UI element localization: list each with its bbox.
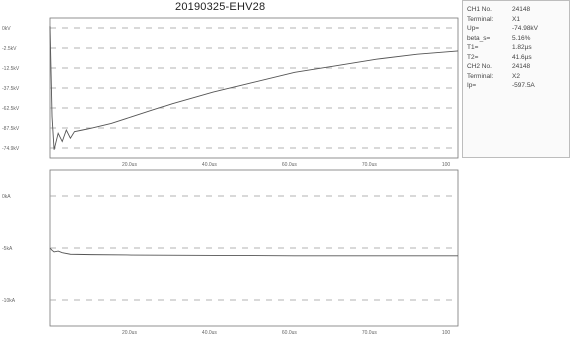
series-line-0 <box>49 26 459 150</box>
panel-label: Terminal: <box>467 72 494 80</box>
y-tick-label: -62.5kV <box>2 106 20 112</box>
panel-value: 5.16% <box>512 34 531 42</box>
x-tick-label: 100 <box>442 162 451 168</box>
panel-value: X1 <box>512 15 520 23</box>
panel-label: T1= <box>467 44 479 51</box>
panel-value: 24148 <box>512 6 531 13</box>
x-tick-label: 20.0us <box>122 162 138 168</box>
x-tick-label: 70.0us <box>362 330 378 336</box>
panel-value: 41.6µs <box>512 53 532 61</box>
y-tick-label: -2.5kV <box>2 46 17 52</box>
x-tick-label: 20.0us <box>122 330 138 336</box>
panel-label: Terminal: <box>467 15 494 23</box>
y-tick-label: 0kA <box>2 194 11 200</box>
panel-value: X2 <box>512 72 520 80</box>
panel-label: Up= <box>467 25 480 32</box>
panel-label: T2= <box>467 53 479 61</box>
y-tick-label: -12.5kV <box>2 66 20 72</box>
panel-value: 24148 <box>512 63 531 70</box>
voltage-chart: 0kV -2.5kV -12.5kV -37.5kV -62.5kV -87.5kV -74… <box>2 17 459 168</box>
y-tick-label: -5kA <box>2 246 13 252</box>
panel-value: -74.98kV <box>512 25 539 32</box>
current-chart: 0kA -5kA -10kA 20.0us 40.0us 60.0us 70.0us 100 <box>2 169 459 336</box>
x-tick-label: 40.0us <box>202 330 218 336</box>
x-tick-label: 100 <box>442 330 451 336</box>
y-tick-label: -74.9kV <box>2 146 20 152</box>
y-tick-label: -37.5kV <box>2 86 20 92</box>
series-line-0 <box>49 247 458 257</box>
panel-value: -597.5A <box>512 82 535 89</box>
x-tick-label: 60.0us <box>282 330 298 336</box>
x-tick-label: 70.0us <box>362 162 378 168</box>
x-tick-label: 40.0us <box>202 162 218 168</box>
panel-label: CH2 No. <box>467 63 492 70</box>
panel-label: CH1 No. <box>467 6 492 13</box>
panel-value: 1.82µs <box>512 44 532 51</box>
panel-label: Ip= <box>467 82 477 89</box>
y-tick-label: -87.5kV <box>2 126 20 132</box>
x-tick-label: 60.0us <box>282 162 298 168</box>
measurement-panel: CH1 No. 24148 Terminal: X1 Up= -74.98kV beta_s… <box>462 0 570 158</box>
chart-title: 20190325-EHV28 <box>175 1 266 13</box>
panel-label: beta_s= <box>467 34 491 42</box>
y-tick-label: -10kA <box>2 298 16 304</box>
y-tick-label: 0kV <box>2 26 11 32</box>
